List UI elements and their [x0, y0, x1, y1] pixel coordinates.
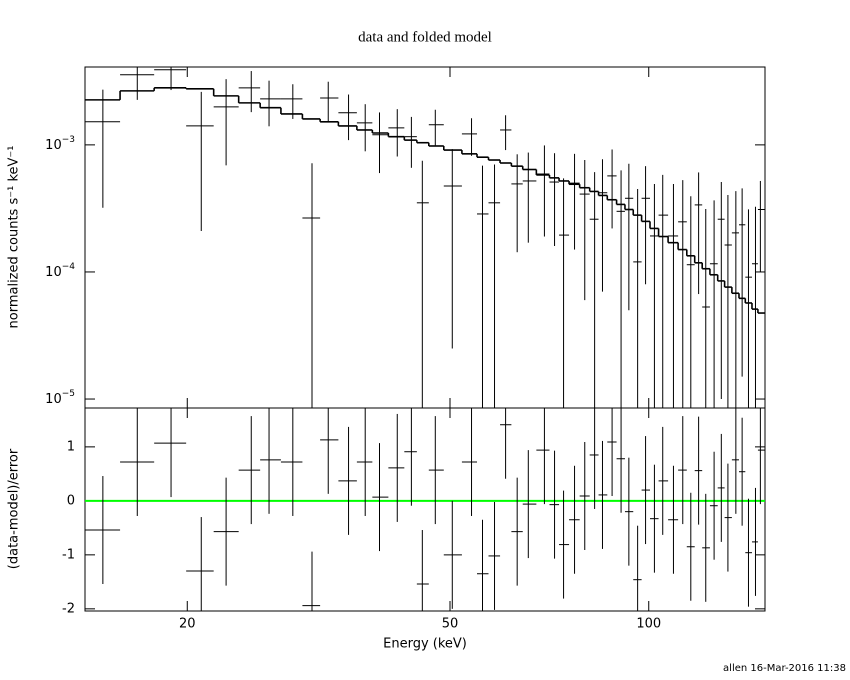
footer: allen 16-Mar-2016 11:38	[723, 663, 846, 674]
y-tick-base: 10	[45, 264, 62, 279]
x-tick-label: 20	[179, 617, 196, 632]
y-tick-label: 0	[67, 493, 75, 508]
y-tick-base: 10	[45, 392, 62, 407]
x-axis-label: Energy (keV)	[383, 637, 467, 652]
y-tick-label: 10−5	[45, 389, 75, 407]
x-tick-label: 50	[442, 617, 459, 632]
plot-frame	[84, 407, 766, 612]
y-tick-exponent: −5	[62, 389, 75, 399]
y-tick-label: -2	[62, 601, 75, 616]
y-tick-label: 10−3	[45, 134, 75, 152]
y-tick-label: -1	[62, 547, 75, 562]
y-tick-exponent: −4	[62, 261, 76, 271]
plot-area	[85, 408, 765, 611]
y-axis-label: (data-model)/error	[7, 448, 22, 569]
plot-area	[85, 67, 765, 408]
y-axis-label: normalized counts s⁻¹ keV⁻¹	[7, 146, 22, 329]
chart-title: data and folded model	[358, 29, 492, 45]
x-tick-label: 100	[636, 617, 661, 632]
y-tick-exponent: −3	[62, 134, 75, 144]
y-tick-label: 10−4	[45, 261, 75, 279]
y-tick-base: 10	[45, 137, 62, 152]
y-tick-label: 1	[67, 439, 75, 454]
